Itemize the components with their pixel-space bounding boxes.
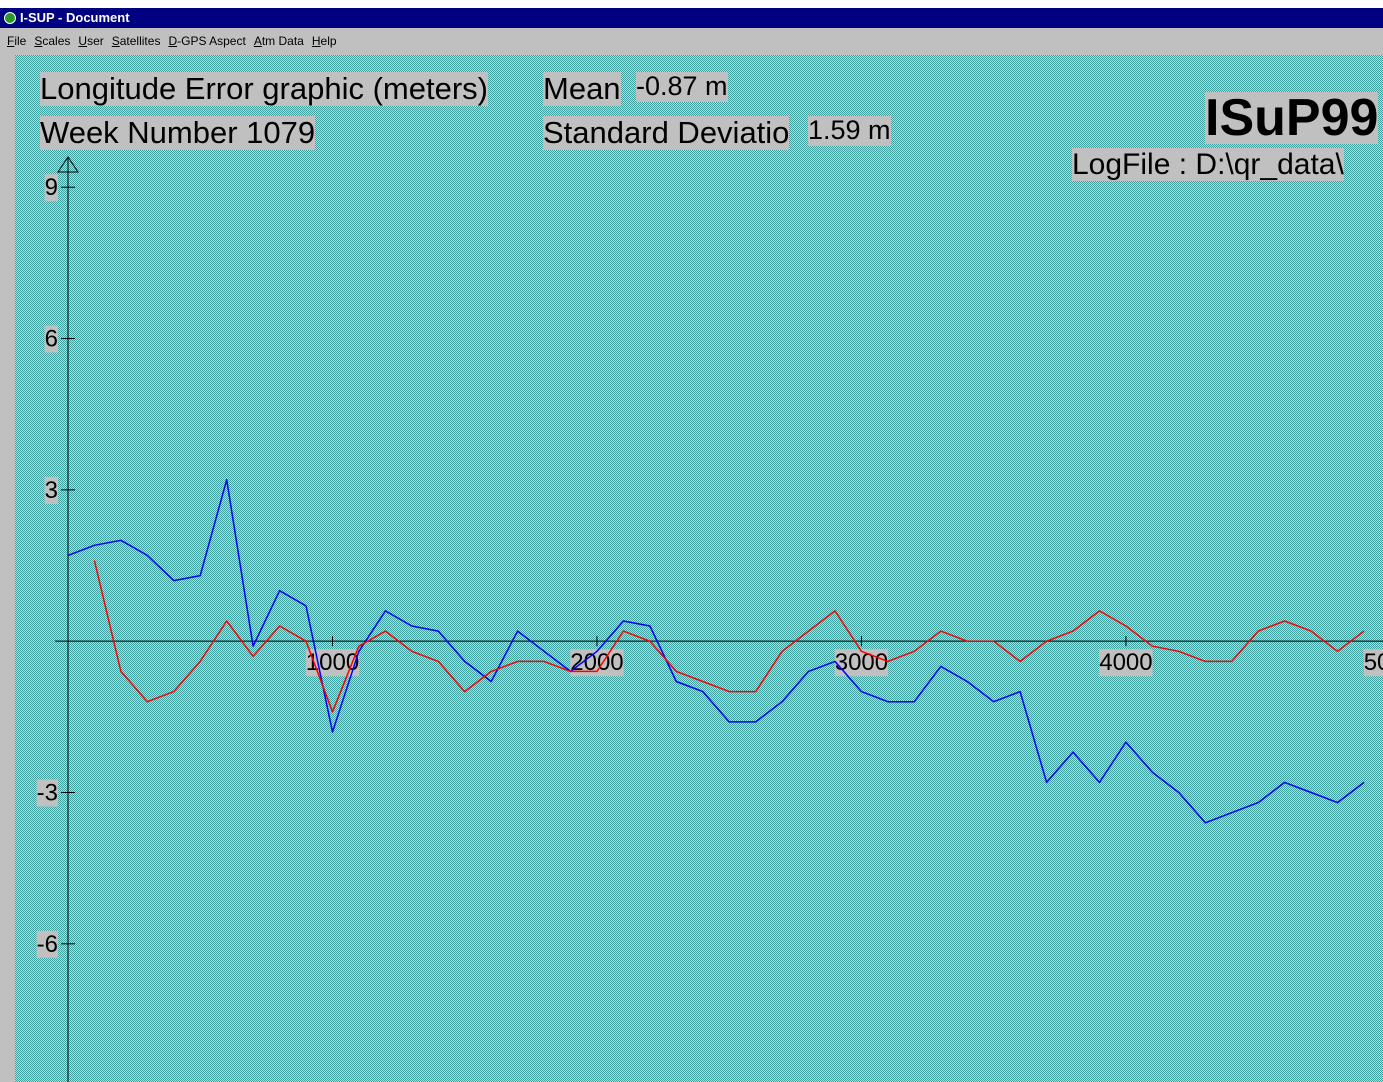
menu-item[interactable]: Satellites [111,34,161,48]
y-tick-label: 3 [45,477,58,504]
x-tick-label: 3000 [835,649,888,676]
y-tick-label-bg [44,476,58,504]
mean-value: -0.87 m [636,71,728,102]
app-icon [4,12,16,24]
y-tick-label: 9 [45,174,58,201]
data-line [67,479,1365,824]
y-tick-label-bg [36,779,58,807]
x-tick-label-bg [1099,649,1153,677]
app-logo: ISuP99 [1205,89,1379,147]
menu-item[interactable]: File [7,34,27,48]
menu-bar: File Scales User Satellites D-GPS Aspect Atm … [0,30,1383,52]
y-tick-label-bg [44,174,58,202]
y-tick-label-bg [36,930,58,958]
menu-item[interactable]: Scales [34,34,71,48]
y-axis-arrow [57,156,79,173]
menu-item[interactable]: Atm Data [253,34,304,48]
logfile-label: LogFile : D:\qr_data\ [1072,148,1344,181]
y-tick-label: -6 [37,931,58,958]
std-label: Standard Deviatio [543,115,790,151]
std-value: 1.59 m [808,115,891,146]
menu-item[interactable]: D-GPS Aspect [168,34,246,48]
chart-title: Longitude Error graphic (meters) [40,71,488,107]
x-tick-label: 5000 [1364,649,1383,676]
menu-item[interactable]: User [78,34,104,48]
y-tick-label-bg [44,325,58,353]
x-tick-label-bg [1363,649,1383,677]
plot-background [15,55,1383,1082]
data-line [93,560,1365,713]
mean-label: Mean [543,71,621,107]
y-tick-label: -3 [37,779,58,806]
title-bar: I-SUP - Document [0,8,1383,28]
x-tick-label: 4000 [1099,649,1152,676]
chart-subtitle: Week Number 1079 [40,115,316,151]
y-tick-label: 6 [45,326,58,353]
desktop-strip [0,0,1383,8]
menu-item[interactable]: Help [311,34,337,48]
window-title: I-SUP - Document [20,10,130,25]
